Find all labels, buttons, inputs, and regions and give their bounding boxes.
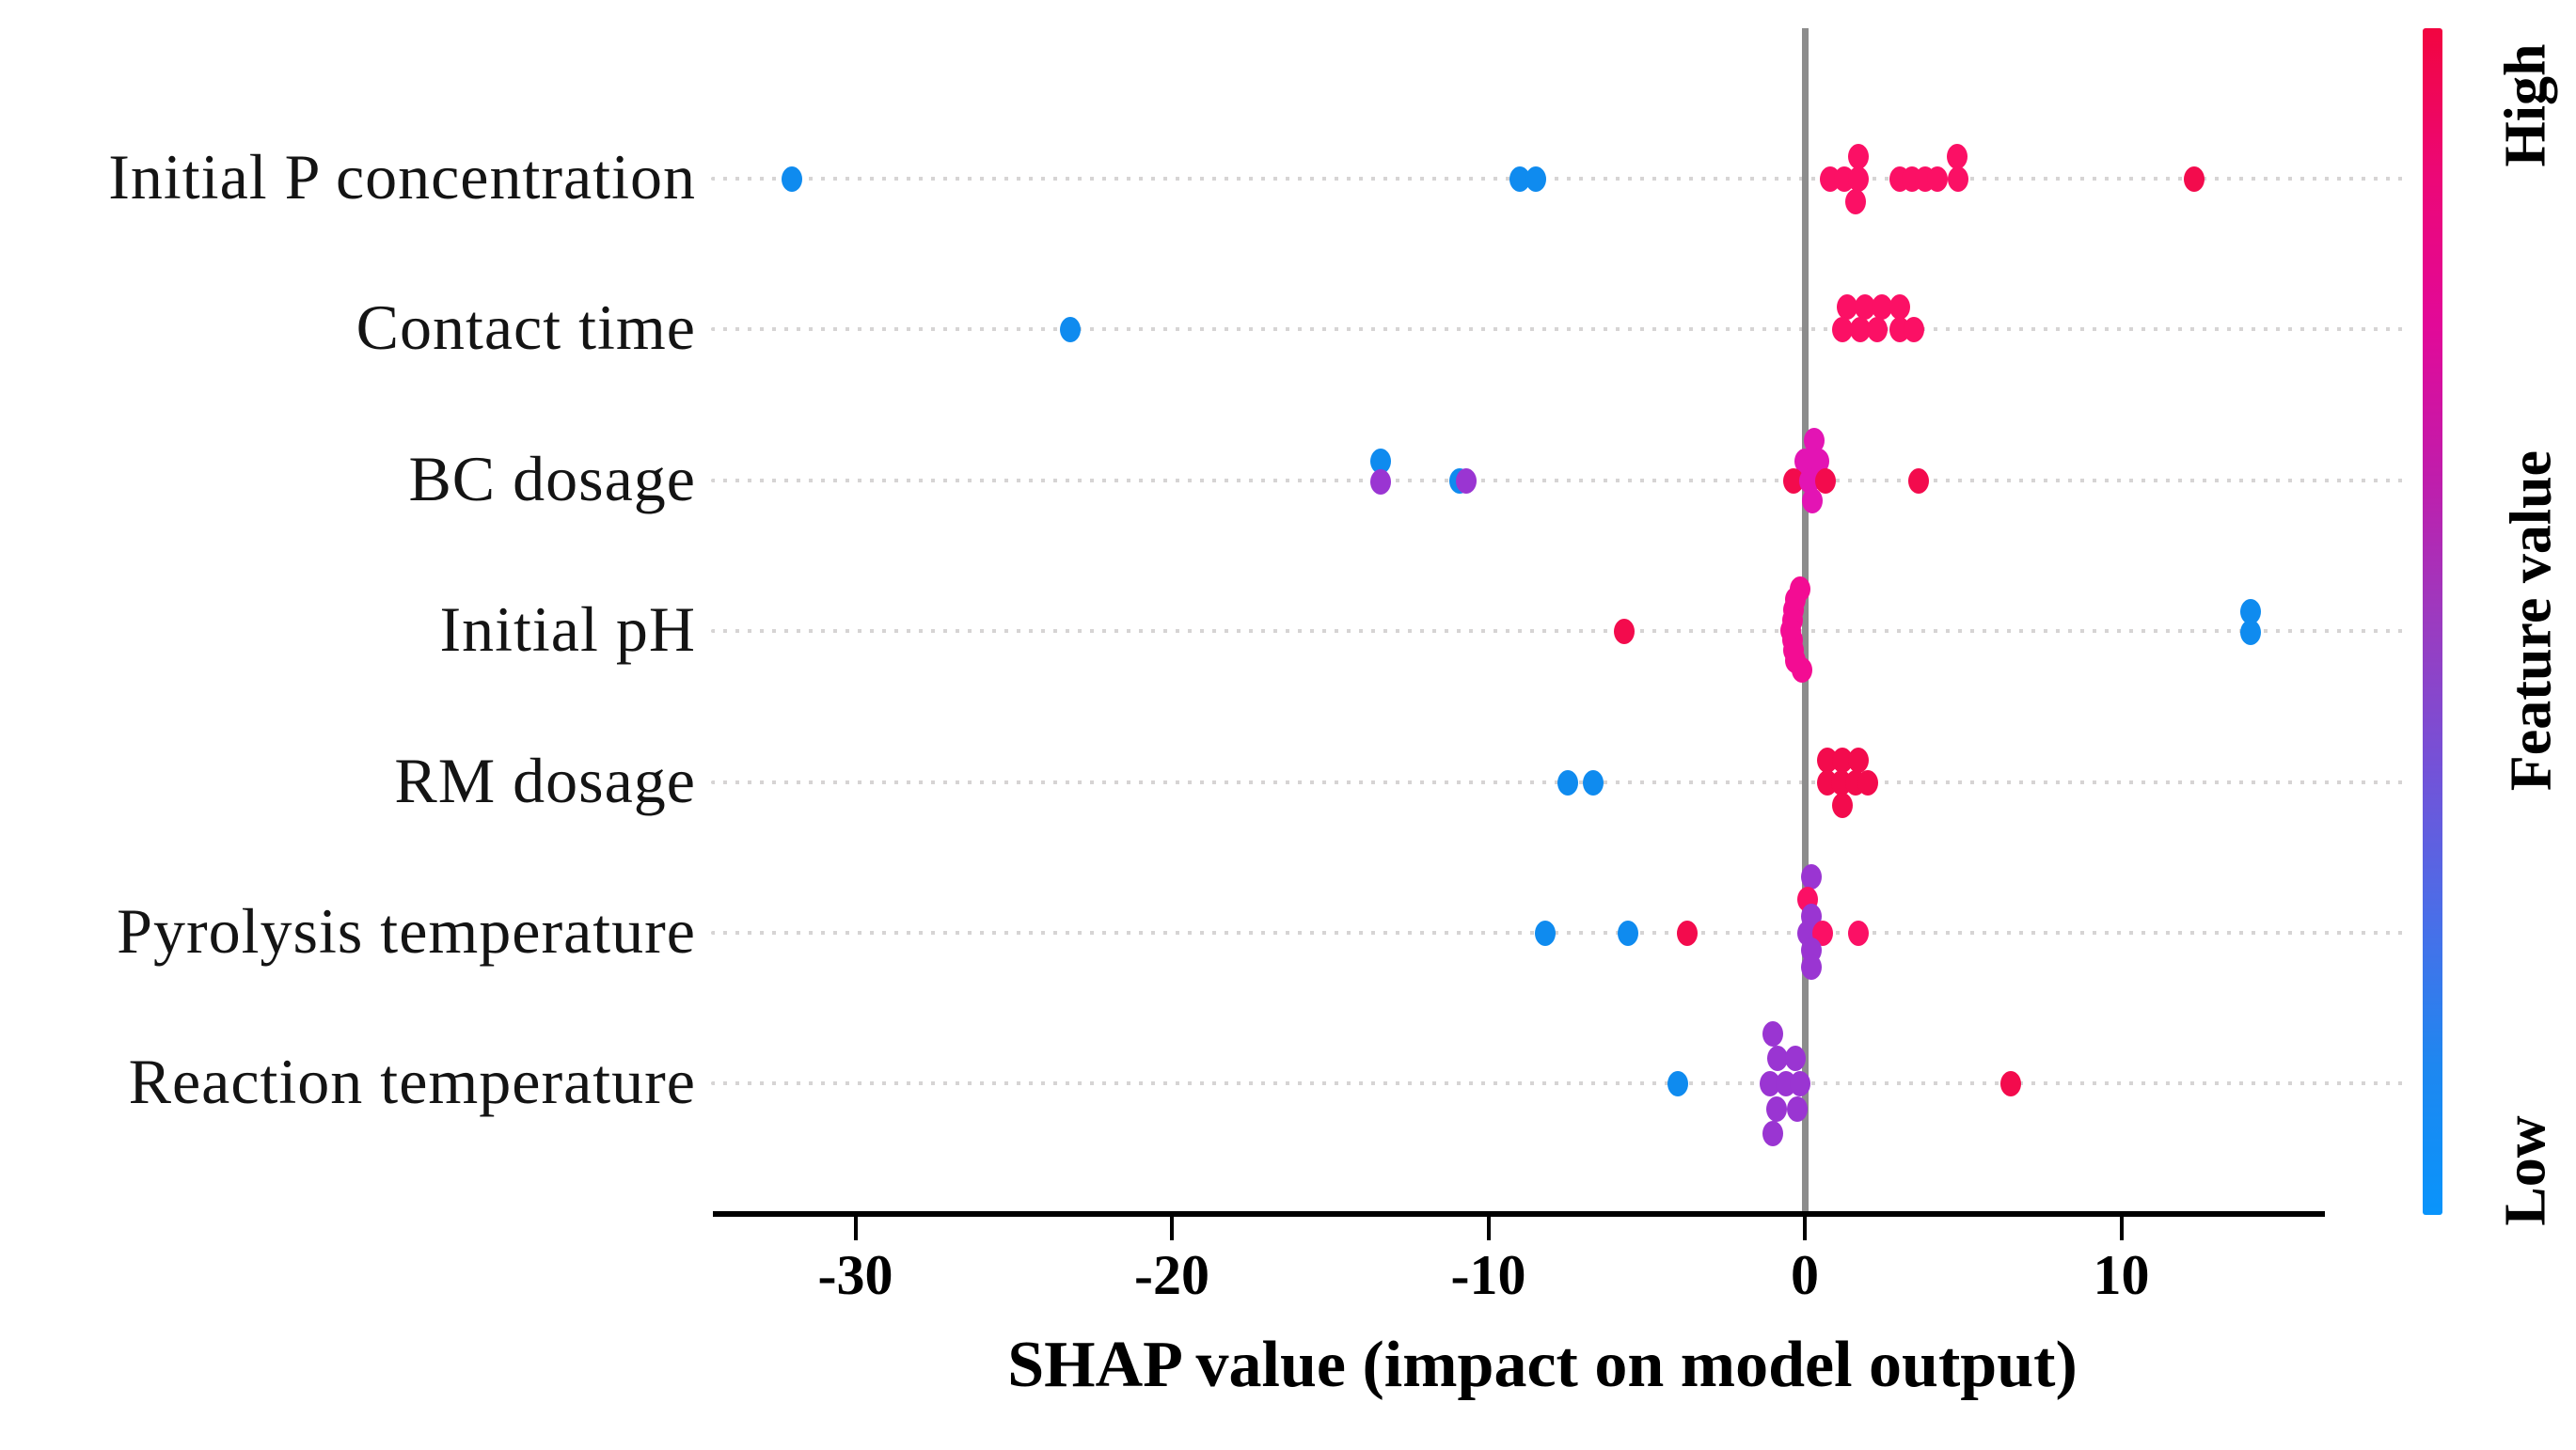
data-point <box>1455 467 1477 494</box>
data-point <box>1677 920 1699 946</box>
data-point <box>1867 316 1889 342</box>
data-point <box>1799 467 1821 494</box>
row-guide-line <box>711 931 2404 935</box>
row-guide-line <box>711 1081 2404 1085</box>
data-point <box>1060 316 1082 342</box>
colorbar-high-label: High <box>2493 43 2558 167</box>
data-point <box>1854 293 1875 320</box>
data-point <box>1948 165 1969 192</box>
feature-label: BC dosage <box>408 442 696 514</box>
x-tick-label: 0 <box>1791 1244 1819 1306</box>
data-point <box>1525 165 1546 192</box>
x-tick-label: 10 <box>2093 1244 2150 1306</box>
data-point <box>1802 487 1824 513</box>
row-guide-line <box>711 629 2404 633</box>
data-point <box>1791 656 1812 683</box>
data-point <box>1872 293 1893 320</box>
data-point <box>1509 165 1531 192</box>
x-axis-line <box>713 1211 2325 1217</box>
colorbar-title: Feature value <box>2499 449 2564 792</box>
data-point <box>1904 316 1925 342</box>
row-guide-line <box>711 327 2404 331</box>
x-tick-mark <box>1486 1216 1491 1240</box>
data-point <box>1762 1020 1784 1047</box>
x-tick-mark <box>1803 1216 1807 1240</box>
data-point <box>2240 619 2262 645</box>
feature-value-colorbar <box>2423 28 2442 1215</box>
data-point <box>1814 467 1836 494</box>
feature-label: Reaction temperature <box>128 1045 696 1117</box>
x-tick-label: -10 <box>1450 1244 1526 1306</box>
data-point <box>1667 1070 1689 1096</box>
data-point <box>1614 618 1636 644</box>
zero-reference-line <box>1802 28 1809 1213</box>
data-point <box>1762 1120 1784 1146</box>
data-point <box>1789 1070 1810 1096</box>
data-point <box>1832 316 1854 342</box>
feature-label: Contact time <box>356 291 696 363</box>
data-point <box>1908 467 1930 494</box>
data-point <box>1767 1045 1789 1071</box>
data-point <box>1809 448 1830 474</box>
row-guide-line <box>711 479 2404 482</box>
data-point <box>1765 1095 1787 1122</box>
data-point <box>1816 747 1838 773</box>
data-point <box>1848 747 1870 773</box>
x-tick-mark <box>2119 1216 2124 1240</box>
data-point <box>1927 165 1949 192</box>
data-point <box>2240 598 2262 624</box>
x-tick-mark <box>853 1216 858 1240</box>
data-point <box>1582 769 1604 796</box>
feature-label: Initial P concentration <box>108 140 696 213</box>
data-point <box>2183 165 2205 192</box>
data-point <box>1946 143 1968 169</box>
colorbar-low-label: Low <box>2493 1115 2558 1226</box>
data-point <box>1849 316 1871 342</box>
x-tick-label: -20 <box>1134 1244 1209 1306</box>
x-tick-label: -30 <box>817 1244 893 1306</box>
x-tick-mark <box>1170 1216 1174 1240</box>
feature-label: Initial pH <box>439 592 696 665</box>
data-point <box>1557 769 1578 796</box>
feature-label: RM dosage <box>394 744 696 816</box>
row-guide-line <box>711 177 2404 181</box>
data-point <box>1857 769 1879 796</box>
data-point <box>1837 293 1858 320</box>
data-point <box>1800 954 1822 980</box>
data-point <box>1535 920 1557 946</box>
feature-label: Pyrolysis temperature <box>117 894 696 967</box>
data-point <box>1844 188 1866 214</box>
data-point <box>782 165 803 192</box>
data-point <box>1617 920 1638 946</box>
data-point <box>1784 1045 1806 1071</box>
data-point <box>1783 467 1805 494</box>
data-point <box>1889 293 1910 320</box>
data-point <box>1786 1095 1808 1122</box>
x-axis-title: SHAP value (impact on model output) <box>1007 1329 2078 1401</box>
data-point <box>1832 747 1854 773</box>
data-point <box>1848 165 1870 192</box>
data-point <box>1759 1070 1780 1096</box>
data-point <box>1800 863 1822 890</box>
data-point <box>1370 468 1392 495</box>
data-point <box>1848 143 1870 169</box>
data-point <box>1848 920 1870 946</box>
data-point <box>1804 427 1825 453</box>
data-point <box>1370 448 1392 474</box>
data-point <box>1832 792 1854 818</box>
data-point <box>1999 1070 2021 1096</box>
